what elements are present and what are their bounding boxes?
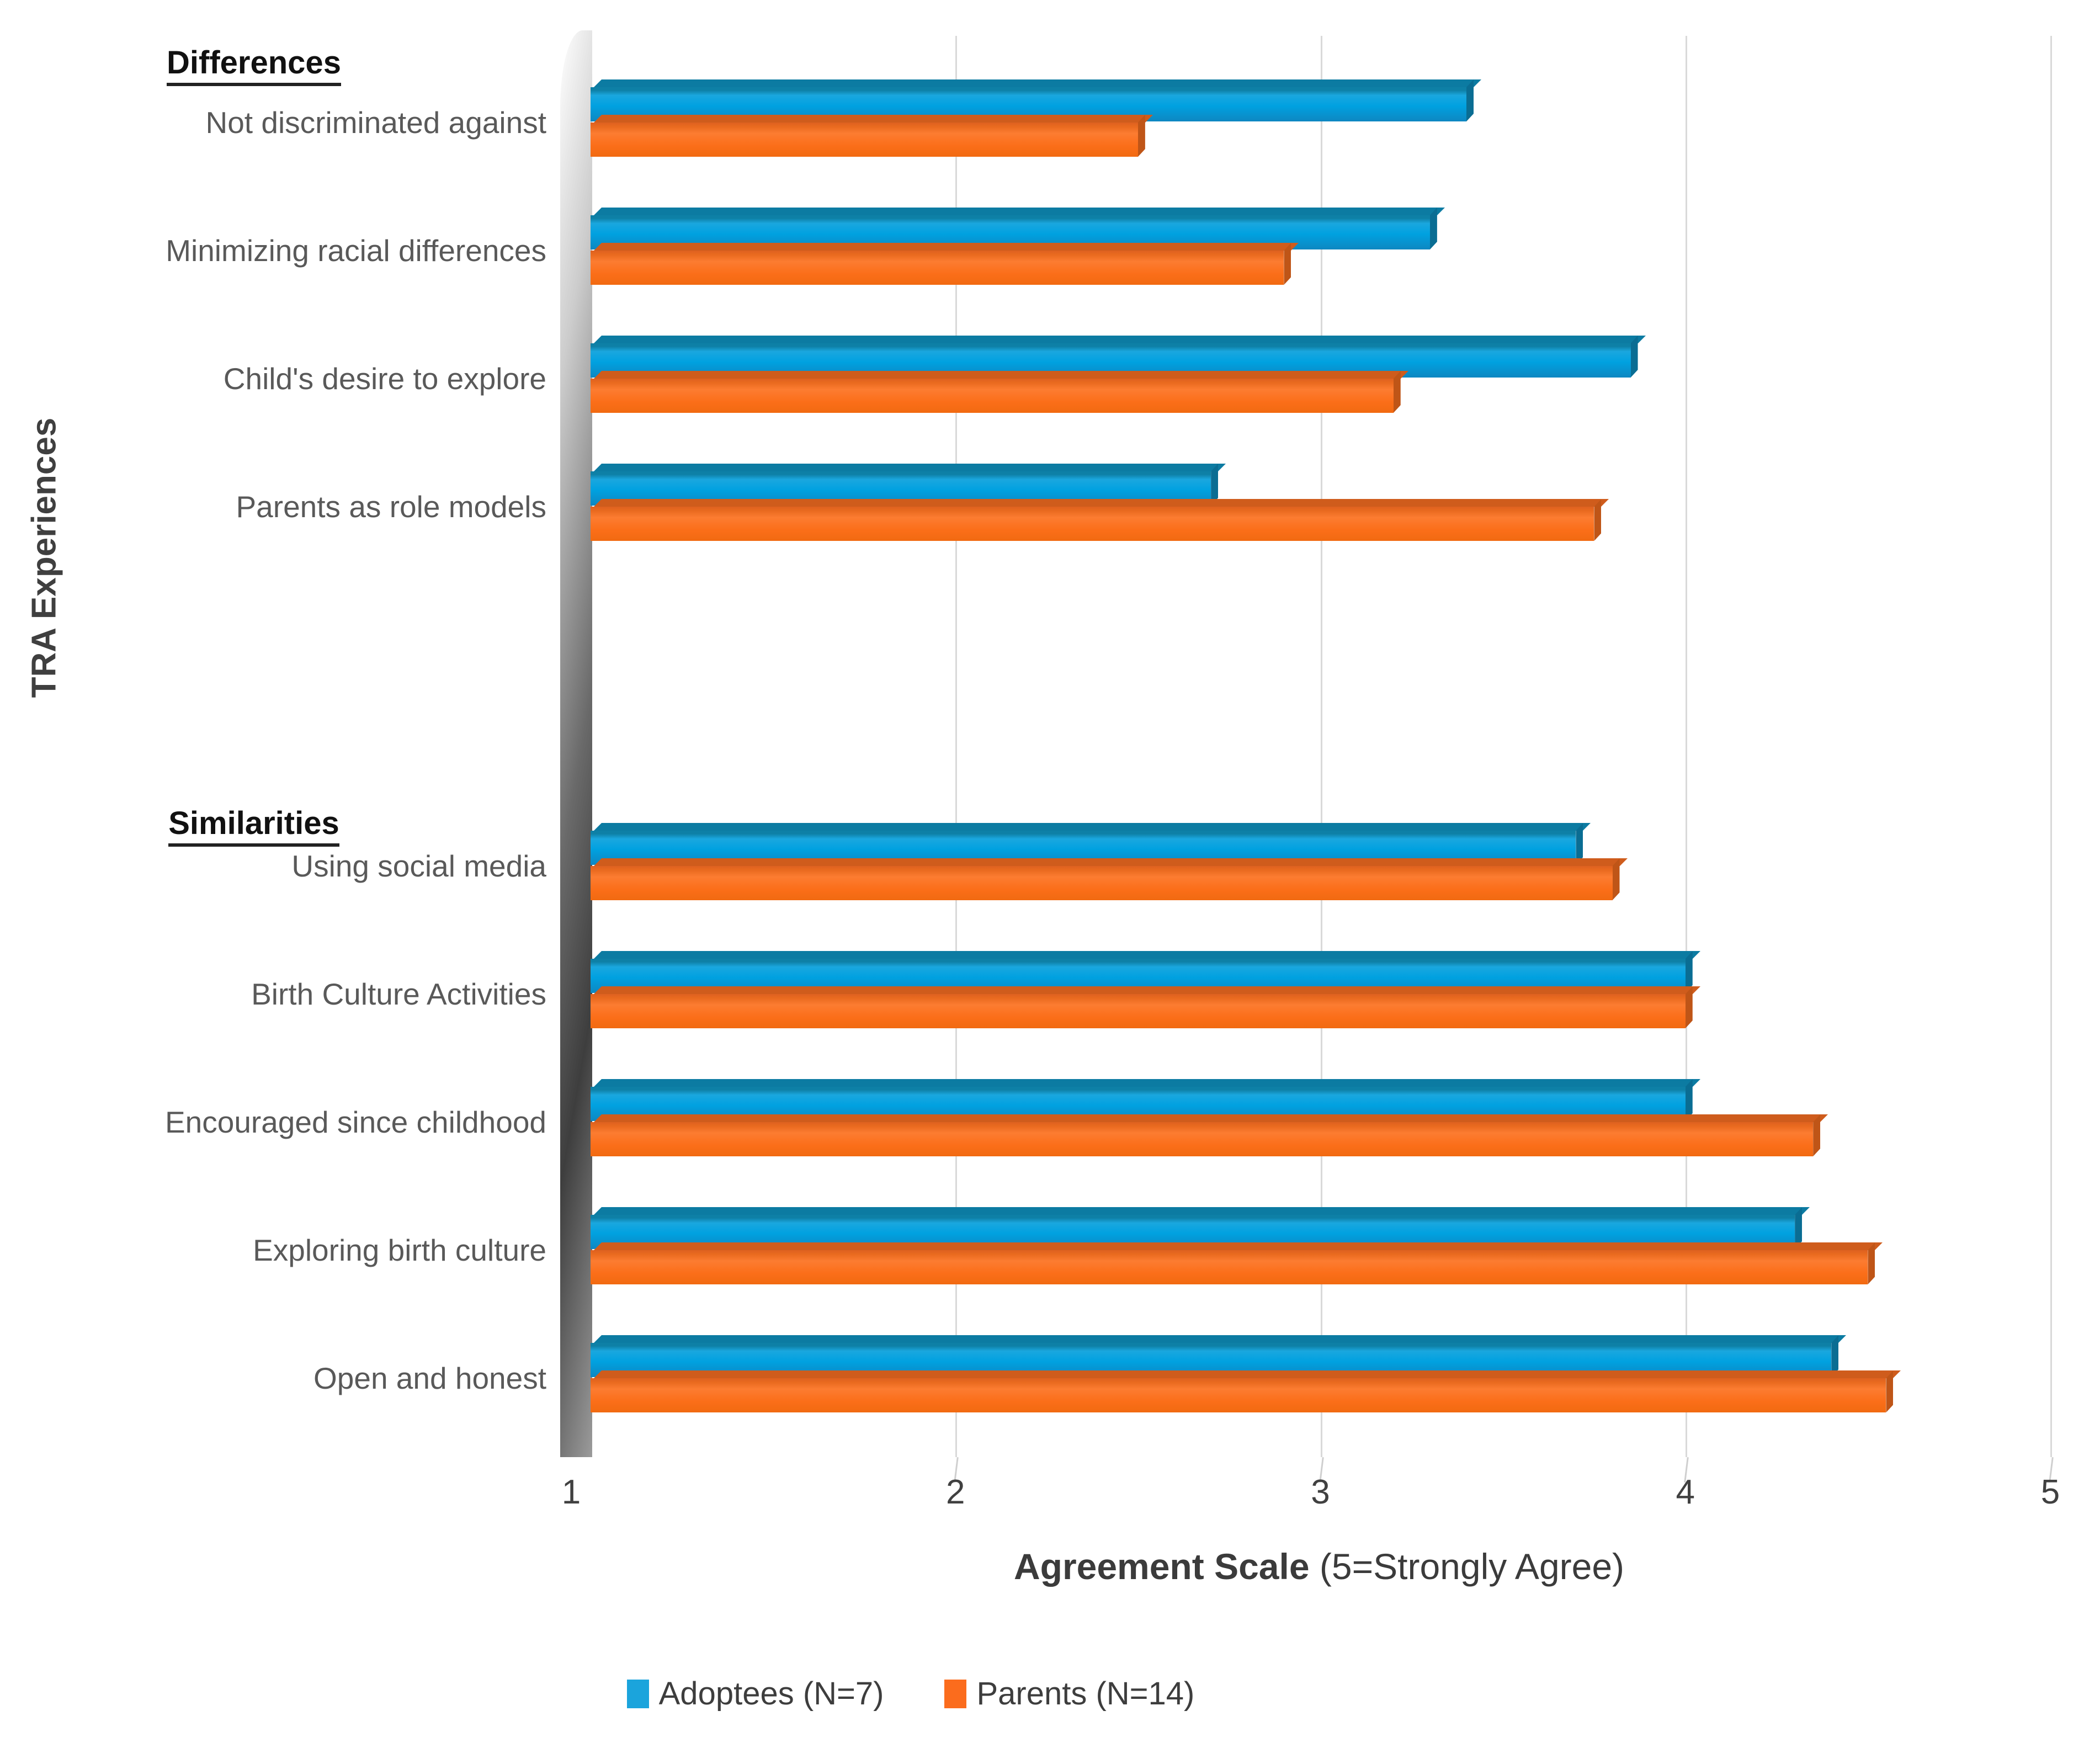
parents-swatch-icon [944,1679,967,1708]
bar-parents [591,115,1153,157]
bar-parents [591,1242,1883,1284]
group-header-differences: Differences [83,45,425,86]
legend-label-parents: Parents (N=14) [976,1676,1195,1712]
bar-parents [591,858,1628,900]
axis-wall [560,30,592,1457]
bar-parents [591,1370,1901,1412]
bar-parents [591,499,1609,541]
category-label: Open and honest [313,1361,546,1395]
group-header-similarities: Similarities [83,805,425,847]
adoptees-swatch-icon [626,1679,649,1708]
category-label: Child's desire to explore [223,362,546,396]
x-tick-label-4: 4 [1676,1473,1695,1511]
x-axis-title-suffix: (5=Strongly Agree) [1319,1546,1625,1587]
legend: Adoptees (N=7) Parents (N=14) [552,1675,1269,1712]
legend-item-adoptees: Adoptees (N=7) [626,1675,884,1712]
gridline-3 [1320,36,1322,1457]
category-label: Exploring birth culture [253,1233,546,1267]
legend-item-parents: Parents (N=14) [944,1675,1194,1712]
x-tick-label-1: 1 [561,1473,581,1511]
legend-label-adoptees: Adoptees (N=7) [658,1676,884,1712]
bar-parents [591,1114,1828,1156]
category-label: Using social media [291,849,546,883]
category-label: Minimizing racial differences [166,233,546,268]
bar-parents [591,243,1299,285]
x-tick-label-2: 2 [946,1473,965,1511]
category-label: Birth Culture Activities [251,977,546,1011]
gridline-4 [1685,36,1687,1457]
category-label: Parents as role models [236,490,547,524]
bar-parents [591,986,1700,1028]
category-label: Encouraged since childhood [164,1105,546,1139]
gridline-5 [2050,36,2052,1457]
x-tick-label-3: 3 [1311,1473,1330,1511]
bar-parents [591,371,1408,413]
y-axis-title: TRA Experiences [25,417,63,698]
x-axis-title-main: Agreement Scale [1013,1546,1310,1587]
category-label: Not discriminated against [205,105,546,140]
x-axis-title: Agreement Scale (5=Strongly Agree) [585,1545,2053,1587]
x-tick-label-5: 5 [2040,1473,2060,1511]
gridline-2 [955,36,958,1457]
